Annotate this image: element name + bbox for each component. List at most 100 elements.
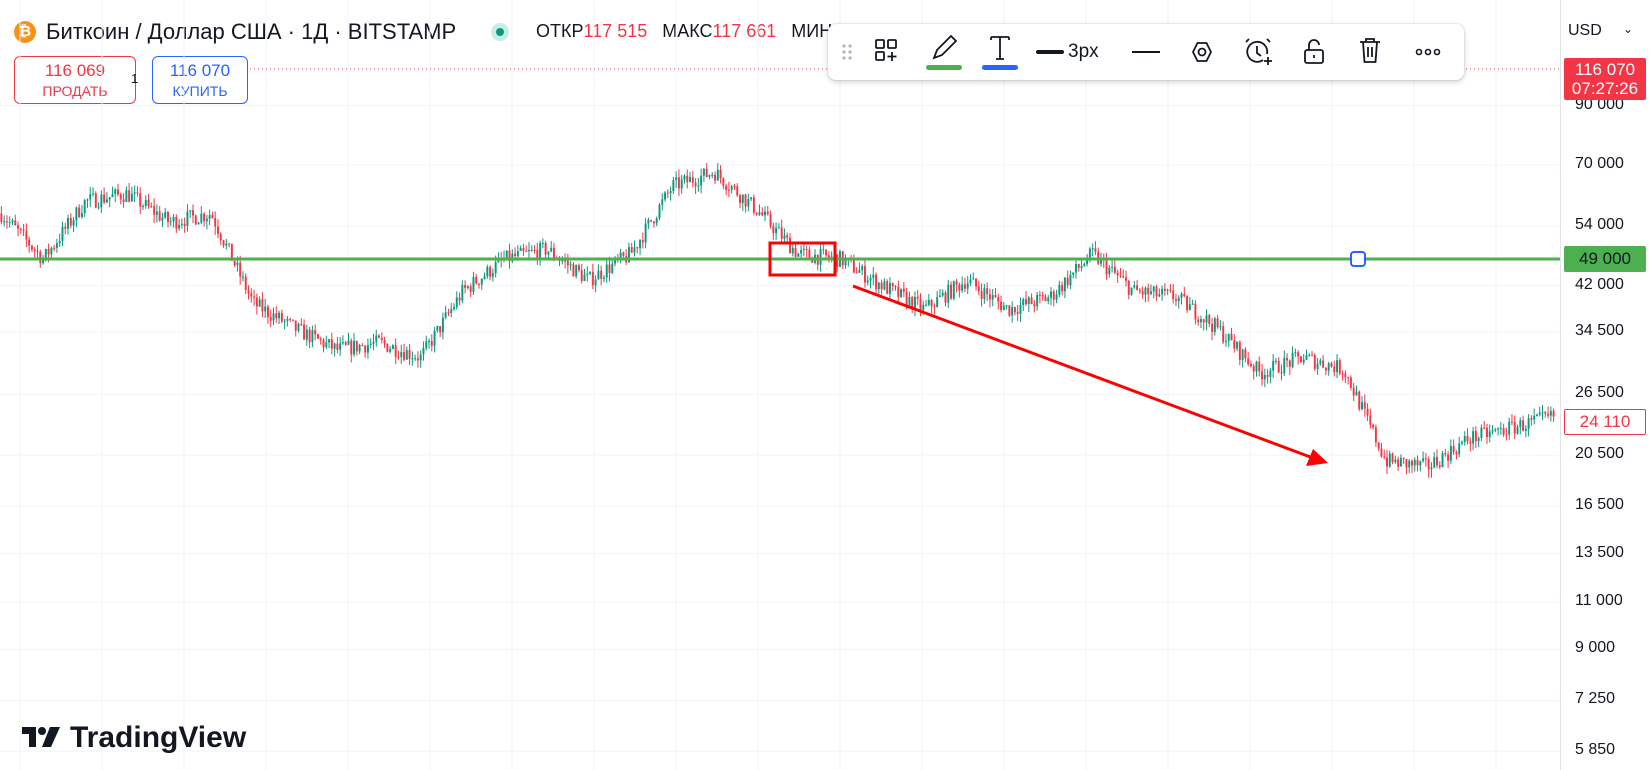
candle-body — [1144, 287, 1147, 295]
candle-body — [669, 191, 672, 194]
candle-body — [1527, 418, 1530, 429]
candle-body — [478, 283, 480, 285]
candle-body — [1369, 415, 1372, 425]
chevron-down-icon[interactable]: ⌄ — [1623, 22, 1634, 36]
candle-body — [1038, 294, 1041, 296]
candle-body — [108, 197, 111, 200]
add-alert-icon[interactable] — [1238, 24, 1278, 80]
candle-body — [458, 297, 461, 301]
drag-handle-icon[interactable] — [840, 24, 856, 80]
currency-selector[interactable]: USD — [1568, 22, 1602, 39]
candle-body — [186, 211, 189, 226]
candle-body — [300, 323, 303, 325]
candle-body — [1066, 277, 1069, 286]
candle-body — [741, 194, 744, 203]
candle-body — [294, 320, 297, 331]
candle-body — [1258, 361, 1261, 372]
market-status-icon[interactable] — [491, 23, 509, 41]
candle-body — [877, 282, 880, 290]
candle-body — [952, 281, 955, 299]
chart-header: ₿ Биткоин / Доллар США · 1Д · BITSTAMP О… — [0, 0, 1560, 64]
buy-button[interactable]: 116 070 КУПИТЬ — [152, 56, 248, 104]
candle-body — [1022, 299, 1025, 306]
hexagon-settings-icon[interactable] — [1182, 24, 1222, 80]
candle-body — [1311, 354, 1314, 356]
candle-body — [1127, 280, 1130, 295]
candle-body — [97, 207, 100, 209]
candle-body — [800, 249, 803, 254]
candle-body — [491, 273, 494, 277]
candle-body — [319, 338, 322, 340]
candle-body — [44, 249, 47, 259]
candle-body — [891, 283, 894, 287]
candle-body — [405, 350, 408, 360]
candle-body — [944, 292, 947, 303]
candle-body — [1075, 263, 1077, 273]
candle-body — [158, 211, 161, 221]
candle-body — [1405, 458, 1408, 468]
price-chart[interactable] — [0, 0, 1560, 770]
candle-body — [280, 312, 283, 322]
candle-body — [494, 261, 497, 274]
price-axis[interactable] — [1560, 0, 1650, 770]
candle-body — [375, 335, 378, 342]
candle-body — [269, 317, 272, 321]
candle-body — [219, 233, 222, 241]
candle-body — [566, 260, 569, 266]
line-style-icon[interactable] — [1126, 24, 1166, 80]
symbol-title[interactable]: Биткоин / Доллар США · 1Д · BITSTAMP — [46, 19, 457, 44]
candle-body — [1308, 354, 1311, 356]
candle-body — [552, 247, 555, 258]
text-icon[interactable] — [980, 24, 1020, 80]
candle-body — [900, 288, 903, 297]
candle-body — [117, 189, 119, 195]
current-price-value: 116 070 — [1574, 60, 1636, 79]
order-quantity[interactable]: 1 — [131, 71, 139, 86]
candle-body — [89, 194, 92, 200]
candle-body — [119, 194, 122, 200]
candle-body — [714, 174, 716, 181]
candle-body — [1544, 412, 1547, 414]
candle-body — [369, 343, 372, 346]
trash-icon[interactable] — [1350, 24, 1390, 80]
candle-body — [155, 211, 158, 215]
candle-body — [1152, 286, 1155, 292]
candle-body — [630, 247, 633, 253]
candle-body — [428, 341, 430, 343]
candle-body — [253, 296, 256, 298]
candle-body — [1469, 441, 1472, 444]
add-to-favorites-icon[interactable] — [868, 24, 908, 80]
candle-body — [769, 214, 772, 227]
candle-body — [988, 294, 991, 300]
candle-body — [875, 274, 878, 290]
candle-body — [1480, 427, 1483, 439]
unlock-icon[interactable] — [1294, 24, 1334, 80]
candle-body — [1305, 355, 1308, 360]
candle-body — [83, 200, 86, 214]
candle-body — [583, 274, 586, 281]
candle-body — [1016, 312, 1019, 314]
candle-body — [686, 175, 689, 183]
candle-body — [5, 221, 8, 223]
candle-body — [408, 350, 411, 359]
candle-body — [128, 190, 131, 202]
candle-body — [25, 230, 28, 240]
candle-body — [916, 296, 919, 299]
candle-body — [283, 320, 286, 322]
pencil-icon[interactable] — [924, 24, 964, 80]
candle-body — [986, 288, 989, 295]
candle-body — [600, 270, 603, 279]
candle-body — [486, 266, 489, 277]
candle-body — [780, 227, 783, 239]
candle-body — [655, 218, 658, 224]
candle-body — [1363, 402, 1366, 409]
candle-body — [0, 213, 3, 222]
sell-button[interactable]: 116 069 ПРОДАТЬ — [14, 56, 136, 104]
candle-body — [919, 298, 922, 310]
more-icon[interactable] — [1408, 24, 1448, 80]
candle-body — [308, 329, 311, 343]
line-width-icon[interactable]: 3px — [1036, 24, 1116, 80]
candle-body — [1083, 264, 1086, 266]
candle-body — [239, 262, 242, 277]
price-axis-tick: 9 000 — [1575, 639, 1616, 657]
